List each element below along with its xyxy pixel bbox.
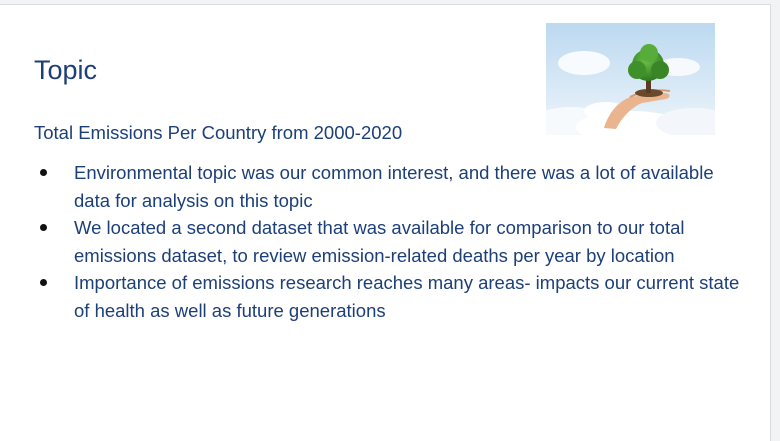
bullet-marker-icon — [40, 224, 47, 231]
bullet-marker-icon — [40, 279, 47, 286]
bullet-text: Importance of emissions research reaches… — [74, 272, 740, 321]
slide-title: Topic — [34, 55, 98, 85]
slide-subtitle: Total Emissions Per Country from 2000-20… — [34, 122, 403, 143]
tree-in-hand-image[interactable] — [546, 23, 715, 135]
bullet-item: Environmental topic was our common inter… — [34, 159, 749, 214]
bullet-item: We located a second dataset that was ava… — [34, 214, 749, 269]
bullet-item: Importance of emissions research reaches… — [34, 269, 749, 324]
tree-in-hand-icon — [546, 23, 715, 135]
bullet-list: Environmental topic was our common inter… — [34, 159, 749, 324]
bullet-text: We located a second dataset that was ava… — [74, 217, 685, 266]
bullet-text: Environmental topic was our common inter… — [74, 162, 714, 211]
slide-canvas[interactable]: Topic Total Emissions Per Country from 2… — [0, 4, 771, 441]
bullet-marker-icon — [40, 169, 47, 176]
